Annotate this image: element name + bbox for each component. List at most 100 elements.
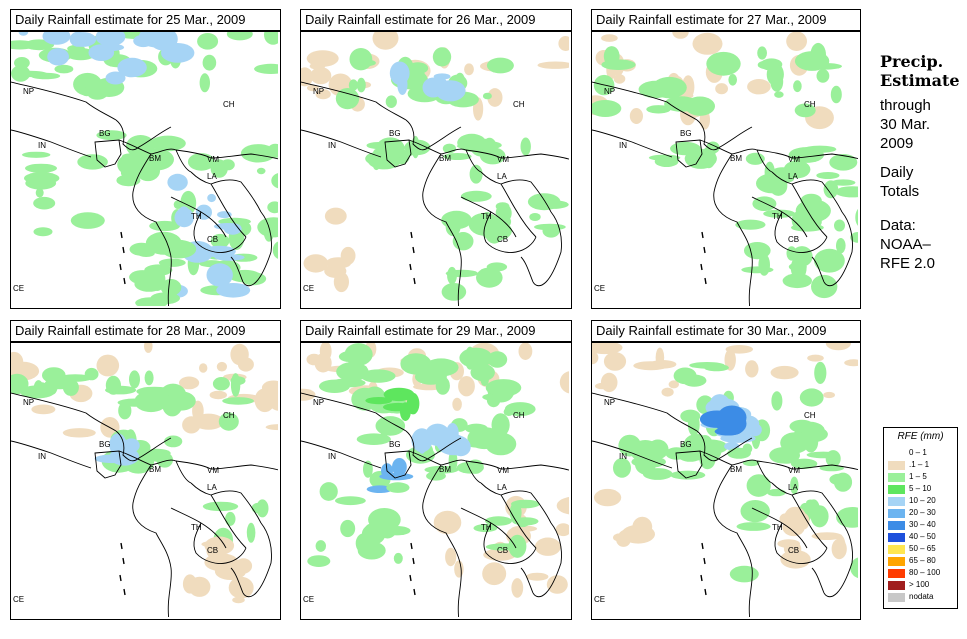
- legend-label: 40 – 50: [909, 532, 936, 541]
- rainfall-patch: [791, 246, 813, 267]
- country-label: LA: [497, 172, 507, 181]
- rainfall-patch: [757, 60, 777, 70]
- rainfall-patch: [324, 207, 347, 225]
- border-line: [242, 522, 272, 598]
- country-label: BG: [680, 129, 692, 138]
- rainfall-patch: [22, 151, 51, 158]
- rainfall-patch: [265, 424, 278, 431]
- rainfall-patch: [774, 91, 784, 98]
- rainfall-patch: [357, 541, 386, 560]
- country-label: TH: [772, 523, 783, 532]
- border-line: [696, 430, 753, 462]
- rainfall-patch: [234, 558, 253, 574]
- legend-swatch: [888, 545, 905, 554]
- border-line: [699, 139, 773, 173]
- rainfall-patch: [770, 365, 799, 380]
- country-label: BG: [680, 440, 692, 449]
- legend-label: 10 – 20: [909, 496, 936, 505]
- rainfall-patch: [535, 537, 561, 556]
- rainfall-patch: [254, 388, 275, 413]
- rainfall-patch: [385, 95, 397, 108]
- rainfall-patch: [638, 80, 673, 99]
- island-mark: [409, 574, 412, 582]
- country-label: IN: [328, 141, 336, 150]
- country-borders: [11, 81, 278, 306]
- rainfall-patch: [65, 48, 96, 61]
- island-mark: [123, 277, 126, 285]
- rainfall-patch: [423, 358, 459, 377]
- rainfall-patch: [647, 439, 669, 460]
- rainfall-patch: [167, 391, 196, 411]
- country-label: CB: [207, 235, 218, 244]
- border-line: [301, 392, 407, 432]
- rainfall-patch: [333, 271, 349, 293]
- rainfall-patch: [629, 108, 643, 124]
- island-mark: [119, 263, 122, 271]
- rainfall-patch: [207, 193, 217, 203]
- rainfall-patch: [230, 343, 249, 366]
- rainfall-patch: [11, 373, 29, 395]
- panel-title: Daily Rainfall estimate for 25 Mar., 200…: [10, 9, 281, 31]
- country-label: CH: [513, 100, 525, 109]
- island-mark: [412, 246, 415, 254]
- rainfall-patch: [144, 370, 154, 386]
- legend-item: 20 – 30: [888, 508, 936, 519]
- rainfall-patch: [558, 36, 569, 51]
- rainfall-patch: [117, 57, 147, 78]
- through-label: through: [880, 97, 931, 114]
- rainfall-patch: [441, 210, 472, 230]
- rainfall-patch: [443, 153, 472, 160]
- island-mark: [413, 277, 416, 285]
- rainfall-patch: [811, 532, 843, 540]
- rainfall-patch: [303, 254, 329, 273]
- rainfall-patch: [256, 167, 266, 175]
- rainfall-patch: [375, 137, 405, 161]
- border-line: [230, 567, 244, 594]
- rainfall-patch: [363, 460, 373, 478]
- rainfall-patch: [836, 238, 846, 254]
- rainfall-patch: [96, 130, 127, 141]
- rainfall-patch: [495, 202, 510, 211]
- rainfall-patch: [216, 283, 251, 298]
- rainfall-patch: [187, 153, 215, 171]
- rainfall-patch: [819, 465, 844, 472]
- border-line: [483, 522, 537, 564]
- border-line: [713, 153, 753, 306]
- rainfall-patch: [814, 361, 827, 384]
- rainfall-patch: [251, 502, 265, 514]
- border-line: [696, 119, 753, 151]
- map-canvas: NP CH IN BG BM VM LA TH CB CE: [301, 32, 569, 306]
- rainfall-patch: [149, 267, 166, 291]
- rainfall-patch: [559, 371, 569, 394]
- rainfall-patch: [783, 541, 802, 557]
- rainfall-patch: [482, 562, 507, 586]
- legend-item: nodata: [888, 592, 933, 603]
- rainfall-patch: [717, 405, 747, 430]
- rainfall-patch: [217, 211, 232, 219]
- rainfall-patch: [210, 233, 230, 249]
- island-mark: [410, 231, 413, 239]
- rainfall-patch: [798, 513, 810, 530]
- country-label: CB: [788, 546, 799, 555]
- legend-item: 65 – 80: [888, 556, 936, 567]
- island-mark: [119, 574, 122, 582]
- border-line: [11, 81, 117, 121]
- map-panel-29-mar: Daily Rainfall estimate for 29 Mar., 200…: [300, 320, 572, 620]
- border-line: [132, 464, 172, 617]
- rainfall-patch: [335, 88, 360, 110]
- legend-item: 5 – 10: [888, 484, 931, 495]
- rainfall-patch: [95, 32, 126, 47]
- rainfall-patch: [715, 83, 728, 95]
- legend-label: 50 – 65: [909, 544, 936, 553]
- country-borders: [301, 81, 569, 306]
- rainfall-patch: [511, 499, 540, 509]
- rainfall-patch: [137, 250, 155, 257]
- rainfall-patch: [356, 77, 366, 93]
- rainfall-patch: [594, 488, 622, 507]
- country-label: LA: [788, 172, 798, 181]
- rainfall-patch: [793, 427, 803, 450]
- legend-item: 10 – 20: [888, 496, 936, 507]
- legend-item: 1 – 5: [888, 472, 927, 483]
- island-mark: [120, 542, 123, 550]
- panel-title: Daily Rainfall estimate for 30 Mar., 200…: [591, 320, 861, 342]
